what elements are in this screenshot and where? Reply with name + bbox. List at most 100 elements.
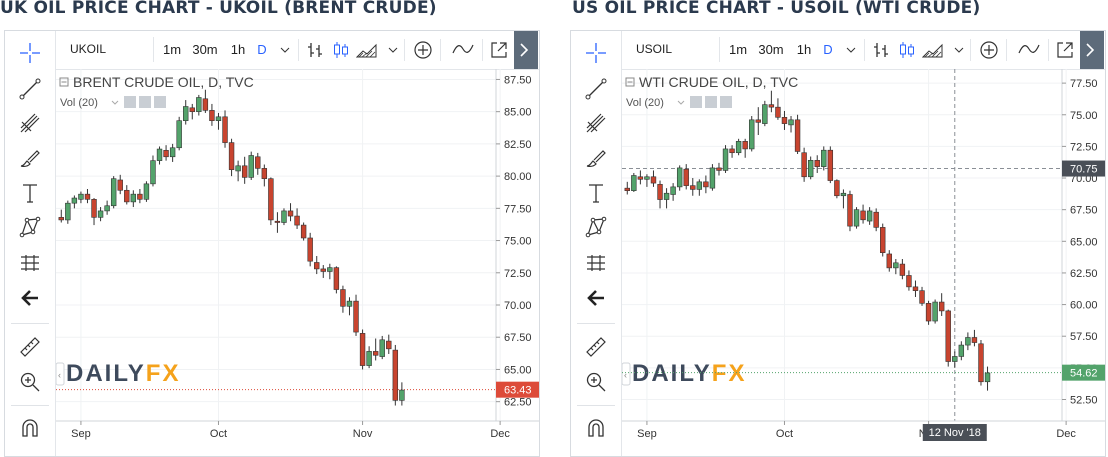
candle-7: [104, 200, 110, 215]
vol-settings-icon[interactable]: [705, 96, 717, 108]
symbol-search[interactable]: USOIL: [628, 37, 720, 62]
brent-price-chart[interactable]: DAILYFX ‹ BRENT CRUDE OIL, D, TVC Vol (20) 6…: [55, 69, 540, 457]
timeframe-1m[interactable]: 1m: [728, 42, 748, 57]
back-arrow-icon[interactable]: [582, 284, 610, 312]
brush-icon[interactable]: [582, 144, 610, 172]
compare-icon[interactable]: [1018, 38, 1040, 62]
vol-eye-icon[interactable]: [690, 96, 702, 108]
candle-body: [644, 176, 650, 180]
candle-32: [268, 177, 274, 226]
trend-line-icon[interactable]: [582, 75, 610, 103]
candle-body: [683, 168, 689, 186]
symbol-search[interactable]: UKOIL: [62, 37, 154, 62]
expand-panel-icon[interactable]: [1080, 31, 1104, 69]
add-indicator-icon[interactable]: [412, 38, 434, 62]
ruler-icon[interactable]: [16, 333, 44, 361]
candle-body: [327, 267, 333, 272]
crosshair-icon[interactable]: [16, 39, 44, 67]
wti-price-chart[interactable]: DAILYFX ‹ WTI CRUDE OIL, D, TVC Vol (20) 52.…: [621, 69, 1106, 457]
expand-panel-icon[interactable]: [514, 31, 538, 69]
add-indicator-icon[interactable]: [978, 38, 1000, 62]
text-tool-icon[interactable]: [582, 179, 610, 207]
area-style-icon[interactable]: [356, 38, 378, 62]
chevron-down-icon-2[interactable]: [948, 38, 970, 62]
magnet-icon[interactable]: [16, 415, 44, 443]
y-tick-label: 72.50: [1070, 141, 1098, 153]
trend-line-icon[interactable]: [16, 75, 44, 103]
crosshair-icon[interactable]: [582, 39, 610, 67]
zoom-in-icon[interactable]: [582, 368, 610, 396]
candle-43: [340, 285, 346, 313]
brush-icon[interactable]: [16, 144, 44, 172]
candle-52: [965, 332, 971, 351]
candle-48: [938, 293, 945, 316]
fullscreen-icon[interactable]: [488, 38, 510, 62]
back-arrow-icon[interactable]: [16, 284, 44, 312]
candle-body: [366, 351, 372, 366]
price-axis[interactable]: 52.5055.0057.5060.0062.5065.0067.5070.00…: [1061, 69, 1106, 421]
pitchfork-icon[interactable]: [582, 109, 610, 137]
pattern-icon[interactable]: [16, 213, 44, 241]
vol-close-icon[interactable]: [720, 96, 732, 108]
wti-candlestick-svg[interactable]: DAILYFX ‹ WTI CRUDE OIL, D, TVC Vol (20) 52.…: [621, 69, 1106, 457]
candle-body: [137, 193, 143, 200]
zoom-in-icon[interactable]: [16, 368, 44, 396]
x-tick-label: Dec: [490, 428, 510, 440]
timeframe-30m[interactable]: 30m: [758, 42, 784, 57]
wti-chart-widget: USOIL 1m 30m 1h D DAILYFX ‹ WTI CRUDE OIL,…: [570, 30, 1106, 457]
candle-style-icon[interactable]: [896, 38, 918, 62]
candle-body: [978, 343, 984, 383]
vol-settings-icon[interactable]: [139, 96, 151, 108]
timeframe-d[interactable]: D: [823, 42, 833, 57]
scroll-left-handle[interactable]: [55, 362, 65, 386]
candle-body: [886, 253, 892, 269]
dailyfx-watermark: DAILYFX: [632, 360, 746, 387]
timeframe-1m[interactable]: 1m: [162, 42, 182, 57]
time-axis[interactable]: Sep Oct Nov Dec: [56, 420, 540, 440]
y-tick-label: 60.00: [1070, 300, 1098, 312]
prediction-icon[interactable]: [582, 249, 610, 277]
scroll-left-icon: ‹: [58, 370, 61, 380]
pattern-icon[interactable]: [582, 213, 610, 241]
brent-candlestick-svg[interactable]: DAILYFX ‹ BRENT CRUDE OIL, D, TVC Vol (20) 6…: [55, 69, 540, 457]
candle-body: [657, 184, 663, 200]
chevron-down-icon-2[interactable]: [382, 38, 404, 62]
price-axis[interactable]: 62.50 65.00 67.50 70.00 72.50 75.00 77.50 80.00…: [495, 69, 540, 421]
timeframe-d[interactable]: D: [257, 42, 267, 57]
legend-collapse-icon[interactable]: [625, 77, 635, 87]
vol-chevron-icon[interactable]: [677, 100, 685, 105]
candle-body: [722, 148, 729, 171]
compare-icon[interactable]: [452, 38, 474, 62]
y-tick-label: 67.50: [1070, 205, 1098, 217]
candle-body: [307, 237, 313, 262]
y-tick-label: 65.00: [1070, 236, 1098, 248]
timeframe-30m[interactable]: 30m: [192, 42, 218, 57]
candle-body: [235, 165, 241, 172]
pitchfork-icon[interactable]: [16, 109, 44, 137]
ruler-icon[interactable]: [582, 333, 610, 361]
fullscreen-icon[interactable]: [1054, 38, 1076, 62]
text-tool-icon[interactable]: [16, 179, 44, 207]
bar-style-icon[interactable]: [304, 38, 326, 62]
timeframe-1h[interactable]: 1h: [230, 42, 246, 57]
area-style-icon[interactable]: [922, 38, 944, 62]
time-axis[interactable]: SepOctNovDec12 Nov '18: [622, 420, 1106, 441]
legend-collapse-icon[interactable]: [59, 77, 69, 87]
vol-close-icon[interactable]: [154, 96, 166, 108]
brent-chart-widget: UKOIL 1m 30m 1h D DAILYFX ‹ BRENT CRUDE OI…: [4, 30, 540, 457]
bar-style-icon[interactable]: [870, 38, 892, 62]
chevron-down-icon[interactable]: [840, 38, 862, 62]
vol-eye-icon[interactable]: [124, 96, 136, 108]
prediction-icon[interactable]: [16, 249, 44, 277]
magnet-icon[interactable]: [582, 415, 610, 443]
vol-chevron-icon[interactable]: [111, 100, 119, 105]
candle-40: [320, 265, 326, 278]
candle-body: [866, 210, 873, 222]
candle-1: [631, 172, 637, 192]
scroll-left-handle[interactable]: [621, 362, 631, 386]
chevron-down-icon[interactable]: [274, 38, 296, 62]
candle-0: [624, 181, 630, 195]
timeframe-1h[interactable]: 1h: [796, 42, 812, 57]
candle-style-icon[interactable]: [330, 38, 352, 62]
drawing-toolbar: [571, 31, 622, 456]
